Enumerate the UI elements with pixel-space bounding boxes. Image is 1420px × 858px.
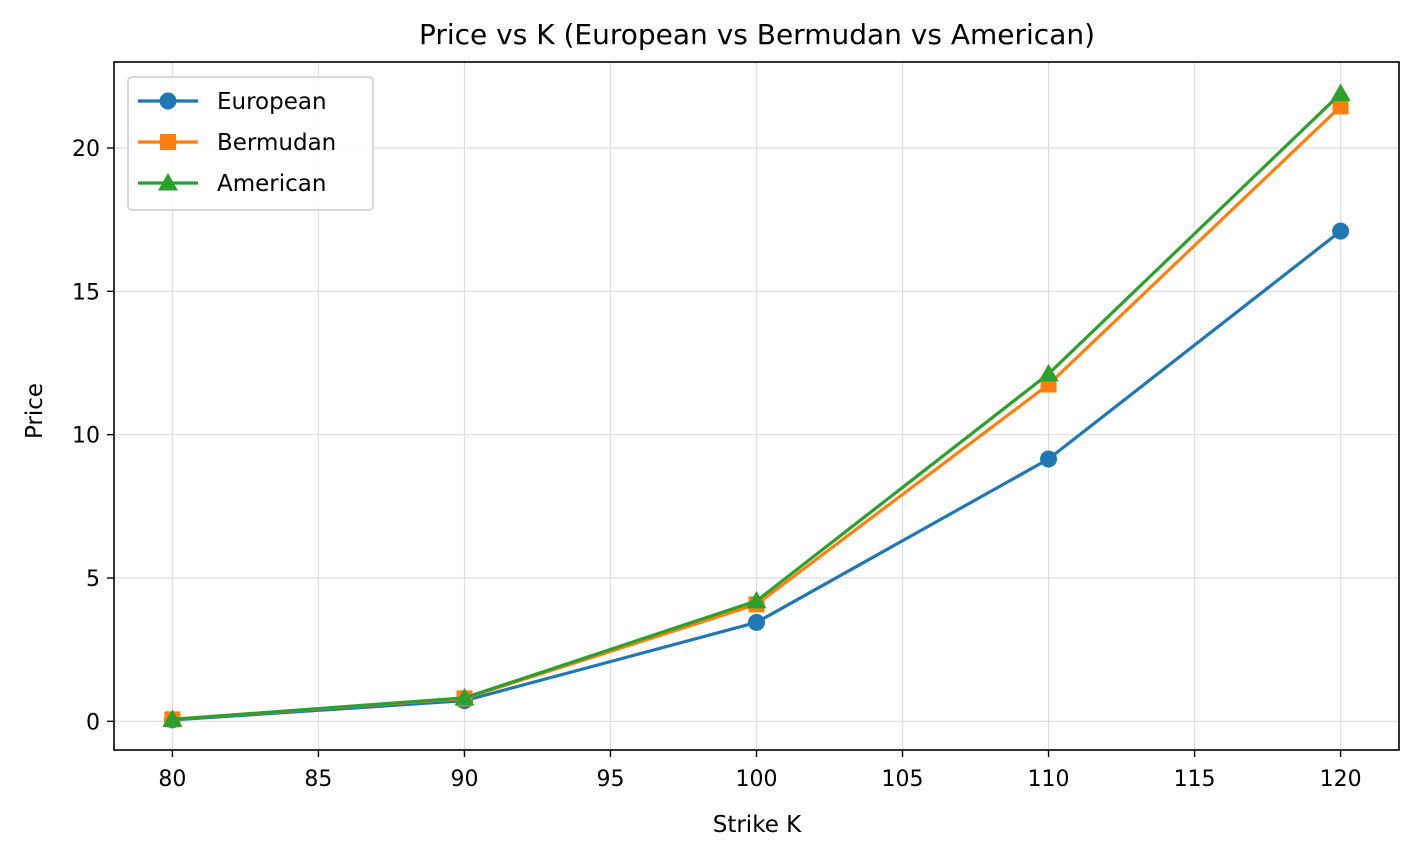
x-tick-label: 105 (882, 767, 924, 792)
european-point (748, 613, 765, 631)
x-tick-label: 95 (596, 767, 624, 792)
x-tick-label: 90 (450, 767, 478, 792)
y-tick-label: 20 (72, 137, 100, 162)
x-axis-label: Strike K (713, 812, 802, 838)
legend-label-european: European (217, 89, 327, 115)
legend-label-american: American (217, 171, 326, 197)
legend: European Bermudan American (127, 76, 374, 211)
x-tick-label: 100 (736, 767, 778, 792)
american-point (454, 687, 475, 706)
legend-marker-american (158, 173, 178, 191)
y-axis-label: Price (22, 383, 48, 439)
ticks: 80 85 90 95 100 105 110 115 120 0 5 10 15 20 (72, 137, 1362, 792)
y-tick-label: 15 (72, 280, 100, 305)
x-tick-label: 85 (304, 767, 332, 792)
american-point (1330, 83, 1351, 102)
x-tick-label: 80 (158, 767, 186, 792)
european-point (1332, 222, 1350, 240)
american-point (746, 590, 767, 609)
american-point (1038, 363, 1059, 382)
series-layer (162, 83, 1351, 729)
legend-box (127, 76, 374, 211)
y-tick-label: 10 (72, 424, 100, 449)
grid (114, 62, 1399, 750)
legend-marker-european (159, 92, 177, 110)
american-point (162, 709, 183, 727)
series-american (162, 83, 1351, 727)
legend-label-bermudan: Bermudan (217, 130, 336, 156)
x-tick-label: 110 (1028, 767, 1070, 792)
y-tick-label: 5 (86, 567, 100, 592)
chart-title: Price vs K (European vs Bermudan vs Amer… (419, 18, 1095, 51)
x-tick-label: 115 (1174, 767, 1216, 792)
bermudan-point (1332, 98, 1349, 115)
y-tick-label: 0 (86, 710, 100, 735)
x-tick-label: 120 (1320, 767, 1362, 792)
legend-marker-bermudan (160, 134, 176, 150)
european-point (1040, 450, 1058, 468)
